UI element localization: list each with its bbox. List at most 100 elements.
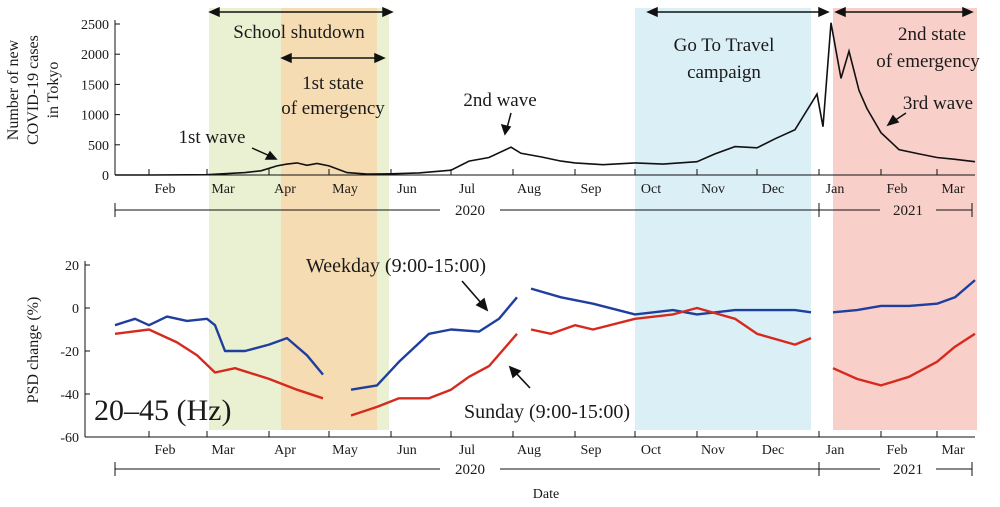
month-tick-label: May xyxy=(332,443,358,458)
cases-year-axis: 2020 2021 xyxy=(114,203,973,219)
shaded-period-1 xyxy=(281,8,377,430)
month-tick-label: Oct xyxy=(641,443,661,458)
arrowhead xyxy=(834,6,846,18)
month-tick-label: Jul xyxy=(459,443,475,458)
arrowhead xyxy=(280,52,292,64)
sunday-legend-label: Sunday (9:00-15:00) xyxy=(464,401,630,423)
arrowhead xyxy=(818,6,830,18)
month-tick-label: Apr xyxy=(274,182,296,197)
y-tick-label: 20 xyxy=(65,259,79,274)
wave1-label: 1st wave xyxy=(178,127,245,148)
y-tick-label: 1000 xyxy=(81,109,109,124)
arrowhead xyxy=(208,6,220,18)
annotations-bottom: Weekday (9:00-15:00) Sunday (9:00-15:00)… xyxy=(94,255,630,427)
weekday-series-segment-0 xyxy=(114,315,324,376)
month-tick-label: Mar xyxy=(211,443,235,458)
x-axis-title: Date xyxy=(533,487,559,502)
arrowhead xyxy=(264,150,278,160)
wave1-arrow xyxy=(251,147,271,157)
shaded-period-2 xyxy=(635,8,811,430)
month-tick-label: Jun xyxy=(397,182,416,197)
psd-y-label: PSD change (%) xyxy=(25,297,42,404)
year-label-2020: 2020 xyxy=(455,203,485,219)
gototravel-label-line2: campaign xyxy=(687,62,761,83)
month-tick-label: Jan xyxy=(826,443,845,458)
month-tick-label: Dec xyxy=(762,443,785,458)
gototravel-label-line1: Go To Travel xyxy=(674,35,775,56)
psd-series xyxy=(114,279,976,417)
sunday-series-segment-2 xyxy=(530,306,812,346)
weekday-legend-label: Weekday (9:00-15:00) xyxy=(306,255,486,277)
cases-series-line xyxy=(115,22,976,176)
month-tick-label: Feb xyxy=(887,182,908,197)
arrowhead xyxy=(382,6,394,18)
month-tick-label: Nov xyxy=(701,182,725,197)
month-tick-label: May xyxy=(332,182,358,197)
y-tick-label: -60 xyxy=(60,431,79,446)
arrowhead xyxy=(646,6,658,18)
weekday-arrow xyxy=(461,280,483,305)
weekday-series-segment-3 xyxy=(832,279,976,314)
arrowhead xyxy=(962,6,974,18)
cases-y-axis: 0 500 1000 1500 2000 2500 xyxy=(81,18,120,184)
emergency2-label-line2: of emergency xyxy=(876,51,980,72)
emergency1-label-line1: 1st state xyxy=(302,73,364,94)
weekday-series-segment-1 xyxy=(350,296,518,391)
cases-y-label-line3: in Tokyo xyxy=(45,62,62,119)
cases-x-axis: Feb Mar Apr May Jun Jul Aug Sep Oct Nov Dec Jan Feb M… xyxy=(115,169,975,197)
y-tick-label: 2500 xyxy=(81,18,109,33)
emergency1-label-line2: of emergency xyxy=(281,98,385,119)
year-label-2020: 2020 xyxy=(455,462,485,478)
psd-year-axis: 2020 2021 xyxy=(114,462,973,478)
wave2-arrow xyxy=(506,112,512,129)
year-label-2021: 2021 xyxy=(893,203,923,219)
month-tick-label: Aug xyxy=(517,443,541,458)
y-tick-label: -20 xyxy=(60,345,79,360)
wave2-label: 2nd wave xyxy=(463,90,536,111)
month-tick-label: Mar xyxy=(941,182,965,197)
month-tick-label: Sep xyxy=(581,443,602,458)
month-tick-label: Feb xyxy=(887,443,908,458)
month-tick-label: Nov xyxy=(701,443,725,458)
arrowhead xyxy=(475,297,489,312)
wave3-label: 3rd wave xyxy=(903,93,973,114)
month-tick-label: Mar xyxy=(211,182,235,197)
month-tick-label: Jun xyxy=(397,443,416,458)
arrowhead xyxy=(500,123,512,136)
month-tick-label: Feb xyxy=(155,443,176,458)
y-tick-label: 0 xyxy=(102,169,109,184)
month-tick-label: Jan xyxy=(826,182,845,197)
shaded-period-3 xyxy=(833,8,977,430)
y-tick-label: -40 xyxy=(60,388,79,403)
arrowhead xyxy=(886,114,900,127)
y-tick-label: 2000 xyxy=(81,48,109,63)
psd-panel: -60 -40 -20 0 20 Feb Mar Apr May Jun Jul Aug Sep Oct… xyxy=(25,259,976,502)
sunday-series-segment-1 xyxy=(350,333,518,417)
frequency-band-label: 20–45 (Hz) xyxy=(94,394,231,427)
cases-panel: 0 500 1000 1500 2000 2500 Feb Mar Apr May Jun Jul A… xyxy=(5,18,976,219)
month-tick-label: Sep xyxy=(581,182,602,197)
school-shutdown-label: School shutdown xyxy=(233,22,365,43)
sunday-series-segment-0 xyxy=(114,328,324,400)
month-tick-label: Feb xyxy=(155,182,176,197)
psd-y-axis: -60 -40 -20 0 20 xyxy=(60,259,90,446)
month-tick-label: Mar xyxy=(941,443,965,458)
y-tick-label: 1500 xyxy=(81,78,109,93)
sunday-arrow xyxy=(514,371,531,389)
cases-y-label-line2: COVID-19 cases xyxy=(25,35,42,145)
month-tick-label: Dec xyxy=(762,182,785,197)
sunday-series-segment-3 xyxy=(832,332,976,387)
arrowhead xyxy=(374,52,386,64)
annotations-top: School shutdown 1st state of emergency G… xyxy=(178,6,980,160)
month-tick-label: Apr xyxy=(274,443,296,458)
arrowhead xyxy=(508,365,522,379)
cases-y-label-line1: Number of new xyxy=(5,39,22,140)
shaded-periods xyxy=(209,8,977,430)
month-tick-label: Oct xyxy=(641,182,661,197)
month-tick-label: Aug xyxy=(517,182,541,197)
psd-x-axis: Feb Mar Apr May Jun Jul Aug Sep Oct Nov Dec Jan Feb M… xyxy=(85,431,975,458)
emergency2-label-line1: 2nd state xyxy=(898,24,966,45)
year-label-2021: 2021 xyxy=(893,462,923,478)
month-tick-label: Jul xyxy=(459,182,475,197)
